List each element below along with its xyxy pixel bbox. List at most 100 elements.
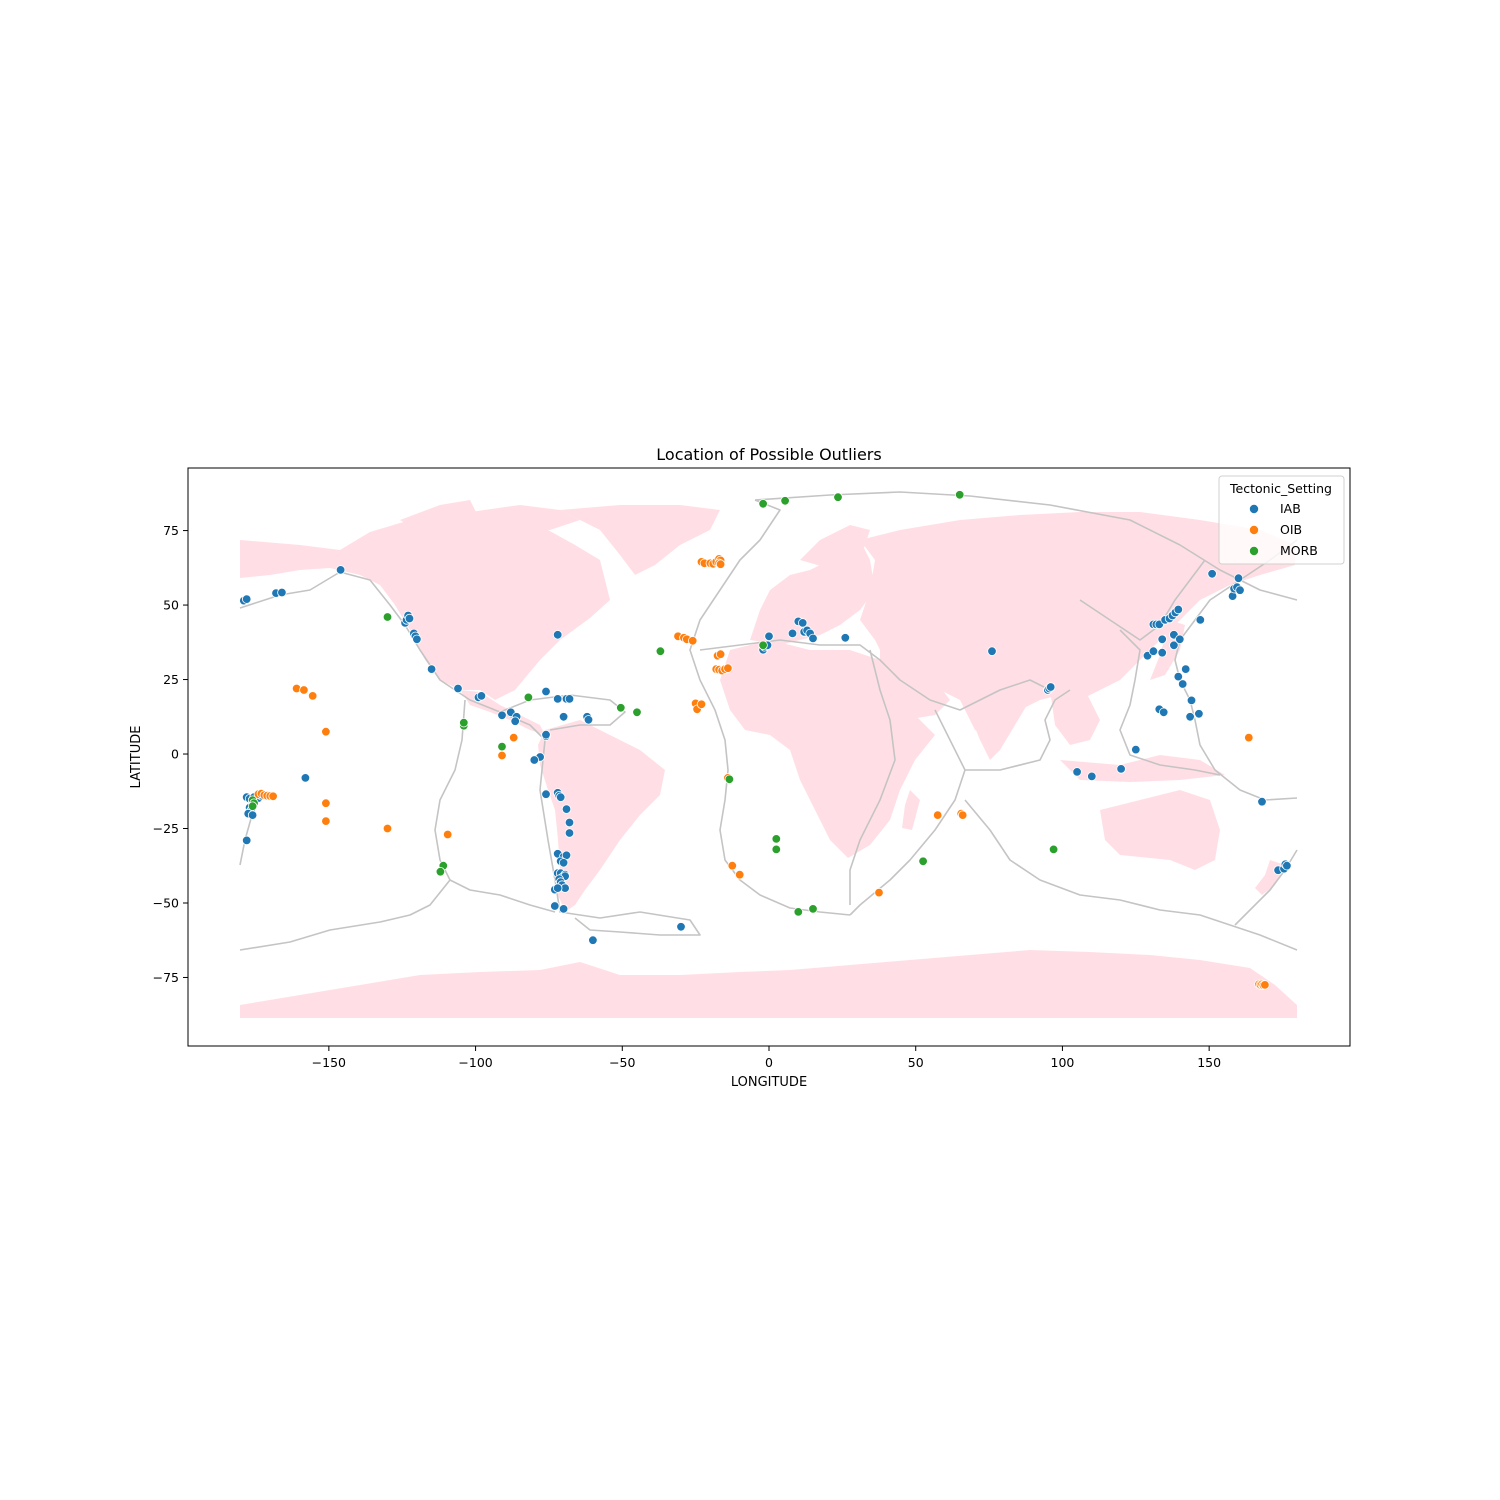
point-iab	[1072, 767, 1082, 777]
point-morb	[758, 499, 768, 509]
legend-label-iab: IAB	[1280, 501, 1301, 516]
x-tick-label: −150	[312, 1055, 346, 1070]
point-iab	[412, 634, 422, 645]
x-tick-label: 0	[765, 1055, 773, 1070]
land-indonesia	[1060, 755, 1225, 782]
point-iab	[541, 789, 551, 799]
y-axis-ticks: −75 −50 −25 0 25 50 75	[153, 523, 188, 985]
point-morb	[771, 844, 782, 855]
point-iab	[556, 792, 566, 802]
x-tick-label: −50	[609, 1055, 635, 1070]
land-north-america	[240, 515, 610, 700]
point-morb	[955, 490, 965, 500]
point-oib	[321, 798, 331, 808]
y-tick-label: 0	[171, 747, 179, 762]
point-iab	[1157, 648, 1167, 658]
point-morb	[918, 856, 928, 867]
point-oib	[382, 823, 393, 834]
x-tick-label: 150	[1197, 1055, 1221, 1070]
y-tick-label: −25	[153, 821, 179, 836]
point-iab	[553, 694, 563, 704]
point-iab	[1169, 640, 1179, 651]
point-iab	[1157, 634, 1167, 645]
point-morb	[459, 718, 469, 728]
land-arctic-canada	[400, 500, 480, 532]
point-iab	[529, 755, 540, 765]
point-iab	[497, 710, 507, 721]
point-iab	[558, 712, 569, 722]
point-oib	[735, 870, 745, 880]
legend-title: Tectonic_Setting	[1229, 481, 1332, 496]
point-iab	[510, 716, 520, 726]
point-iab	[1257, 797, 1267, 807]
legend-label-morb: MORB	[1280, 543, 1318, 558]
point-morb	[771, 834, 782, 844]
x-axis-ticks: −150 −100 −50 0 50 100 150	[312, 1046, 1221, 1070]
point-iab	[541, 686, 551, 697]
point-morb	[435, 867, 446, 877]
plate-boundary-philippine-sea	[1119, 629, 1221, 776]
y-tick-label: 50	[163, 598, 179, 613]
point-oib	[715, 649, 726, 659]
point-oib	[1244, 732, 1254, 743]
x-tick-label: −100	[458, 1055, 492, 1070]
point-iab	[583, 715, 594, 725]
point-morb	[758, 640, 768, 651]
plate-boundary-east-african-rift	[849, 649, 896, 905]
y-tick-label: −50	[153, 895, 179, 910]
x-axis-label: LONGITUDE	[731, 1075, 807, 1090]
point-iab	[247, 810, 258, 820]
point-oib	[874, 887, 884, 898]
point-morb	[247, 801, 258, 811]
y-tick-label: −75	[153, 970, 179, 985]
point-oib	[497, 750, 507, 761]
point-iab	[550, 901, 560, 911]
point-iab	[1148, 646, 1159, 656]
point-iab	[1045, 682, 1056, 692]
legend-label-oib: OIB	[1280, 522, 1302, 537]
point-iab	[1175, 634, 1185, 645]
y-axis-label: LATITUDE	[129, 726, 144, 789]
point-oib	[1260, 980, 1270, 990]
point-oib	[321, 727, 331, 737]
point-morb	[780, 496, 790, 506]
point-morb	[833, 492, 843, 502]
point-iab	[1195, 615, 1206, 625]
y-tick-label: 25	[163, 672, 179, 687]
point-oib	[321, 816, 331, 826]
chart-title: Location of Possible Outliers	[656, 445, 881, 464]
point-oib	[715, 559, 726, 569]
point-iab	[808, 633, 818, 644]
point-iab	[1116, 764, 1126, 774]
land-antarctica	[240, 950, 1297, 1018]
land-scandinavia	[800, 525, 870, 570]
point-morb	[1048, 844, 1059, 855]
point-morb	[382, 612, 393, 622]
point-oib	[299, 685, 309, 695]
point-iab	[1194, 709, 1204, 719]
land-madagascar	[902, 790, 920, 830]
x-tick-label: 100	[1051, 1055, 1075, 1070]
point-iab	[564, 694, 575, 704]
point-oib	[958, 810, 968, 820]
point-iab	[1186, 695, 1197, 706]
legend-box	[1218, 475, 1345, 565]
point-oib	[933, 810, 943, 820]
point-iab	[476, 691, 487, 701]
point-iab	[1235, 585, 1245, 595]
point-oib	[268, 791, 278, 802]
point-iab	[787, 628, 798, 639]
point-oib	[723, 663, 733, 673]
point-morb	[632, 707, 642, 718]
point-iab	[1207, 569, 1217, 579]
land-south-america	[538, 720, 665, 912]
land-arctic-islands	[470, 505, 580, 530]
point-iab	[564, 828, 575, 838]
point-iab	[241, 594, 252, 604]
point-oib	[696, 699, 707, 710]
point-iab	[1233, 573, 1244, 583]
point-oib	[443, 829, 453, 840]
point-iab	[588, 935, 598, 945]
point-morb	[523, 692, 534, 703]
point-iab	[1177, 679, 1188, 689]
